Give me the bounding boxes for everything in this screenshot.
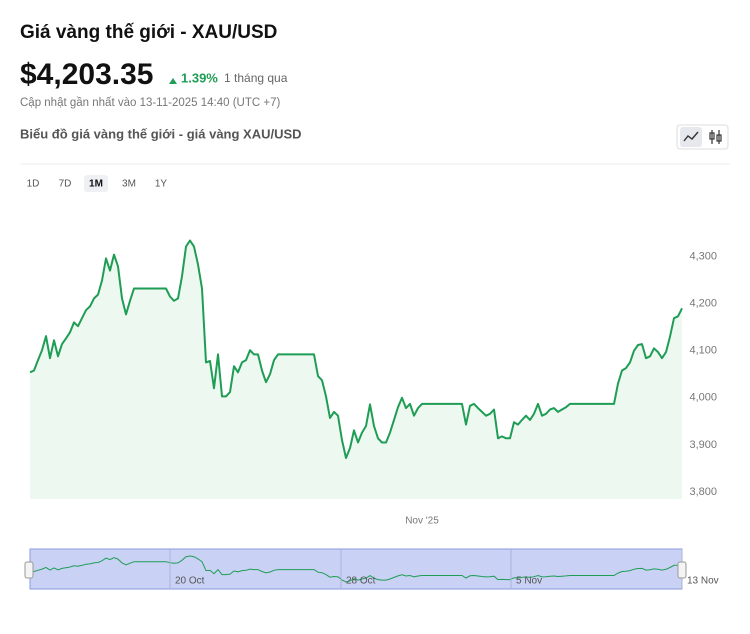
- navigator: 20 Oct 28 Oct 5 Nov 13 Nov: [29, 549, 719, 589]
- line-chart-button[interactable]: [680, 127, 702, 147]
- navigator-line: [29, 555, 683, 583]
- chart-heading: Biểu đồ giá vàng thế giới - giá vàng XAU…: [20, 126, 302, 141]
- updated: Cập nhật gần nhất vào 13-11-2025 14:40 (…: [20, 97, 280, 109]
- line-icon: [683, 131, 699, 142]
- price-line: [29, 239, 683, 459]
- range-button[interactable]: 1M: [89, 179, 103, 190]
- candle-icon: [709, 132, 715, 140]
- navigator-label: 13 Nov: [687, 576, 719, 587]
- y-tick-label: 3,800: [689, 486, 717, 498]
- price: $4,203.35: [20, 58, 153, 91]
- range-button[interactable]: 7D: [59, 179, 72, 190]
- navigator-handle[interactable]: [677, 561, 687, 579]
- x-tick-label: Nov '25: [405, 516, 439, 527]
- navigator-label: 20 Oct: [175, 576, 205, 587]
- y-tick-label: 3,900: [689, 439, 717, 451]
- period: 1 tháng qua: [224, 71, 288, 85]
- navigator-label: 28 Oct: [346, 576, 376, 587]
- navigator-window: [29, 548, 683, 590]
- up-arrow: [169, 78, 177, 84]
- candle-chart-button[interactable]: [709, 130, 722, 144]
- range-selector: 1D 7D 1M 3M 1Y: [27, 175, 168, 192]
- y-tick-label: 4,300: [689, 250, 717, 262]
- area: [30, 240, 682, 499]
- change: 1.39%: [181, 70, 218, 85]
- candle-icon: [716, 134, 722, 142]
- y-tick-label: 4,100: [689, 345, 717, 357]
- y-tick-label: 4,000: [689, 392, 717, 404]
- y-tick-label: 4,200: [689, 297, 717, 309]
- range-button[interactable]: 1D: [27, 179, 40, 190]
- navigator-label: 5 Nov: [516, 576, 542, 587]
- navigator-handle[interactable]: [24, 561, 34, 579]
- title: Giá vàng thế giới - XAU/USD: [20, 22, 277, 43]
- range-button[interactable]: 3M: [122, 179, 136, 190]
- chart: 3,800 3,900 4,000 4,100 4,200 4,300 Nov '25: [29, 239, 717, 527]
- range-button[interactable]: 1Y: [155, 179, 168, 190]
- range-button-bg[interactable]: [84, 175, 108, 192]
